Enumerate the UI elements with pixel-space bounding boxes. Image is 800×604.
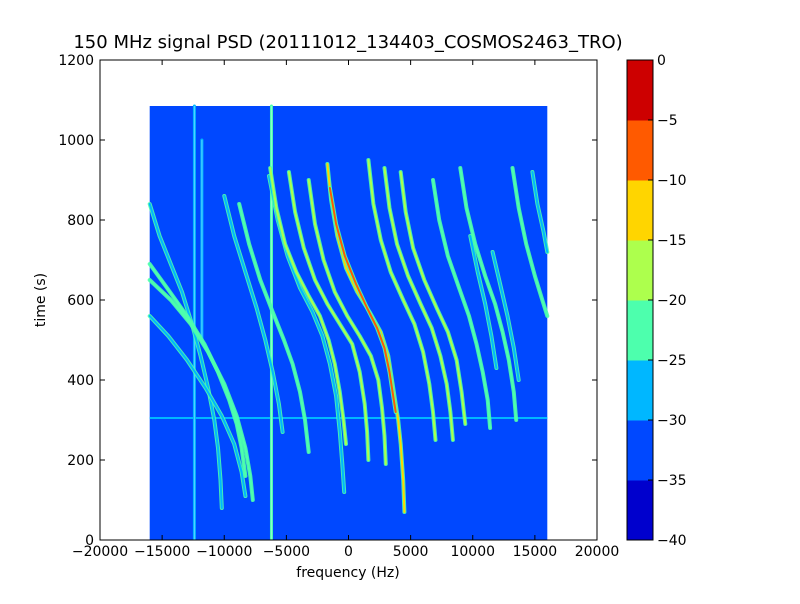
doppler-trace	[459, 167, 518, 421]
doppler-trace	[511, 167, 549, 317]
colorbar-tick-label: −30	[657, 413, 687, 429]
doppler-trace	[223, 195, 284, 433]
doppler-trace	[238, 203, 310, 453]
colorbar-tick-label: −5	[657, 113, 678, 129]
x-tick-label: 15000	[513, 544, 558, 560]
colorbar-tick-label: −20	[657, 293, 687, 309]
colorbar-tick-label: −15	[657, 233, 687, 249]
colorbar-segment	[627, 420, 653, 481]
y-tick-label: 800	[67, 213, 94, 229]
x-tick-label: 0	[344, 544, 353, 560]
y-tick-label: 1200	[58, 53, 94, 69]
colorbar: −40 −35 −30 −25 −20 −15 −10 −5 0	[626, 53, 687, 549]
doppler-trace	[148, 203, 223, 509]
colorbar-segment	[627, 180, 653, 241]
chart-title: 150 MHz signal PSD (20111012_134403_COSM…	[73, 32, 622, 53]
doppler-trace	[148, 279, 254, 501]
doppler-trace	[328, 187, 397, 413]
doppler-trace	[269, 167, 347, 445]
y-tick-label: 0	[85, 533, 94, 549]
x-tick-label: −5000	[263, 544, 310, 560]
doppler-trace	[469, 235, 498, 369]
y-tick-label: 400	[67, 373, 94, 389]
colorbar-segment	[627, 300, 653, 361]
x-tick-label: −10000	[196, 544, 252, 560]
x-axis-label: frequency (Hz)	[296, 565, 399, 581]
y-axis-label: time (s)	[33, 273, 49, 327]
x-tick-label: −20000	[72, 544, 128, 560]
doppler-trace	[383, 167, 454, 441]
colorbar-segment	[627, 240, 653, 301]
doppler-trace	[399, 171, 467, 425]
colorbar-tick-label: −25	[657, 353, 687, 369]
x-tick-label: 10000	[450, 544, 495, 560]
spectrogram-background	[149, 106, 548, 540]
doppler-trace	[432, 179, 492, 429]
y-tick-label: 200	[67, 453, 94, 469]
y-tick-label: 600	[67, 293, 94, 309]
colorbar-segment	[627, 60, 653, 121]
axes: −20000 −15000 −10000 −5000 0 5000 10000 15000 20…	[58, 53, 619, 560]
doppler-trace	[307, 179, 387, 465]
doppler-trace	[367, 159, 437, 441]
colorbar-tick-label: 0	[657, 53, 666, 69]
x-tick-label: −15000	[134, 544, 190, 560]
colorbar-tick-label: −35	[657, 473, 687, 489]
plot-area	[147, 104, 550, 540]
colorbar-segment	[627, 360, 653, 421]
colorbar-segment	[627, 480, 653, 541]
spectrogram	[147, 104, 550, 540]
doppler-trace	[287, 171, 370, 461]
doppler-trace	[491, 251, 520, 381]
colorbar-tick-label: −10	[657, 173, 687, 189]
colorbar-segment	[627, 120, 653, 181]
doppler-trace	[531, 171, 549, 253]
x-tick-label: 20000	[575, 544, 620, 560]
doppler-trace	[148, 315, 247, 497]
x-tick-label: 5000	[393, 544, 429, 560]
y-tick-label: 1000	[58, 133, 94, 149]
colorbar-tick-label: −40	[657, 533, 687, 549]
